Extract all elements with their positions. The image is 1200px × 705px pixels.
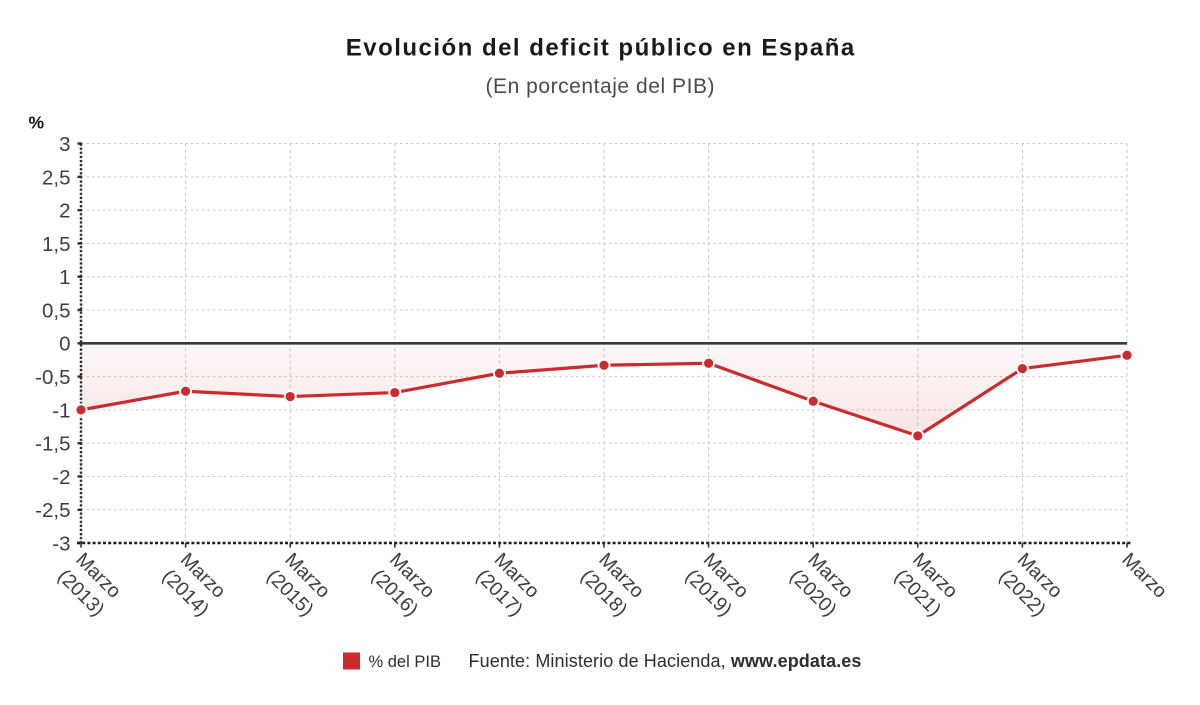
svg-text:-2: -2 (52, 466, 70, 489)
svg-text:(En porcentaje del PIB): (En porcentaje del PIB) (486, 75, 715, 98)
svg-text:Evolución del deficit público: Evolución del deficit público en España (346, 35, 855, 62)
svg-text:0,5: 0,5 (42, 299, 71, 322)
svg-text:3: 3 (59, 133, 70, 156)
svg-text:2: 2 (59, 200, 70, 223)
svg-text:1: 1 (59, 266, 70, 289)
svg-text:0: 0 (59, 333, 70, 356)
svg-text:-1,5: -1,5 (35, 433, 70, 456)
svg-text:2,5: 2,5 (42, 166, 71, 189)
svg-text:1,5: 1,5 (42, 233, 71, 256)
svg-text:Fuente: Ministerio de Hacienda: Fuente: Ministerio de Hacienda, www.epda… (469, 651, 862, 671)
svg-text:-2,5: -2,5 (35, 499, 70, 522)
svg-text:% del PIB: % del PIB (369, 653, 441, 671)
svg-text:-0,5: -0,5 (35, 366, 70, 389)
svg-text:-3: -3 (52, 532, 70, 555)
svg-text:%: % (29, 113, 45, 133)
svg-text:-1: -1 (52, 399, 70, 422)
